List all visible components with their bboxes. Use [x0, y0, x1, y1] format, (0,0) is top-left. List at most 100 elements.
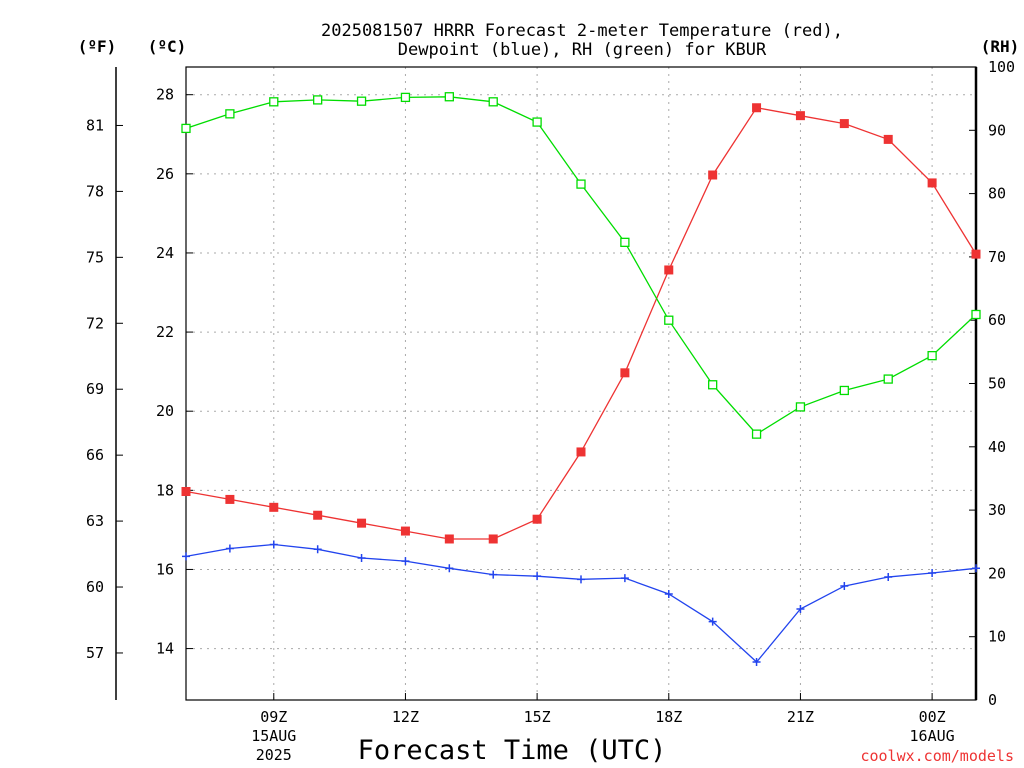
rh-point	[400, 92, 411, 103]
celsius-tick-label: 26	[156, 165, 174, 183]
dewpoint-point	[928, 569, 937, 578]
temperature-point	[576, 447, 586, 457]
temperature-point	[795, 111, 805, 121]
celsius-tick-label: 22	[156, 323, 174, 341]
celsius-tick-label: 24	[156, 244, 174, 262]
credit-link[interactable]: coolwx.com/models	[860, 747, 1014, 765]
x-tick-label: 15Z	[524, 708, 551, 726]
dewpoint-point	[445, 564, 454, 573]
temperature-point	[181, 487, 191, 497]
dewpoint-line	[185, 543, 977, 663]
rh-point	[225, 109, 235, 119]
celsius-tick-label: 16	[156, 560, 174, 578]
temperature-point	[971, 249, 981, 259]
fahrenheit-tick-label: 57	[86, 644, 104, 662]
dewpoint-point	[533, 572, 542, 581]
dewpoint-point	[708, 617, 717, 626]
rh-unit-label: (RH)	[981, 37, 1020, 56]
temperature-line	[185, 106, 977, 540]
dewpoint-point	[313, 545, 322, 554]
dewpoint-point	[182, 552, 190, 561]
temperature-point	[225, 494, 235, 504]
x-tick-date-label: 16AUG	[910, 727, 955, 745]
temperature-point	[313, 510, 323, 520]
fahrenheit-tick-label: 63	[86, 512, 104, 530]
x-tick-date-label: 15AUG	[251, 727, 296, 745]
dewpoint-point	[225, 544, 234, 553]
dewpoint-point	[796, 605, 805, 614]
x-tick-label: 12Z	[392, 708, 419, 726]
x-tick-label: 18Z	[655, 708, 682, 726]
rh-point	[751, 429, 762, 439]
rh-line	[185, 96, 977, 435]
plot-frame	[185, 66, 977, 701]
dewpoint-point	[972, 564, 980, 573]
fahrenheit-tick-label: 78	[86, 182, 104, 200]
rh-point	[620, 237, 630, 247]
dewpoint-point	[269, 540, 278, 549]
celsius-tick-label: 28	[156, 86, 174, 104]
x-tick-year-label: 2025	[256, 746, 292, 764]
chart-subtitle: Dewpoint (blue), RH (green) for KBUR	[398, 40, 767, 60]
x-tick-label: 21Z	[787, 708, 814, 726]
temperature-point	[357, 518, 367, 528]
rh-tick-label: 50	[988, 375, 1006, 393]
rh-point	[444, 92, 454, 102]
rh-point	[927, 350, 937, 361]
rh-tick-label: 20	[988, 564, 1006, 582]
rh-point	[708, 380, 718, 390]
x-tick-label: 00Z	[919, 708, 946, 726]
rh-point	[883, 374, 893, 384]
celsius-unit-label: (ºC)	[148, 37, 187, 56]
temperature-point	[752, 103, 762, 113]
rh-point	[488, 97, 498, 107]
fahrenheit-tick-label: 69	[86, 380, 104, 398]
temperature-point	[708, 170, 718, 180]
tick-labels: 57 60 63 66 69 72 75 78 81 14 16 18 20 22 24 26 28 0 10 20 3…	[86, 58, 1015, 764]
x-tick-label: 09Z	[260, 708, 287, 726]
fahrenheit-unit-label: (ºF)	[78, 37, 117, 56]
rh-point	[181, 123, 191, 134]
fahrenheit-tick-label: 66	[86, 446, 104, 464]
temperature-point	[883, 134, 893, 144]
temperature-point	[444, 534, 454, 544]
dewpoint-point	[840, 582, 849, 591]
celsius-tick-label: 18	[156, 481, 174, 499]
dewpoint-point	[577, 575, 585, 584]
fahrenheit-tick-label: 75	[86, 248, 104, 266]
axes	[115, 66, 978, 701]
celsius-tick-label: 14	[156, 640, 174, 658]
rh-tick-label: 40	[988, 438, 1006, 456]
temperature-point	[488, 534, 498, 544]
temperature-point	[532, 514, 542, 524]
rh-point	[664, 315, 674, 325]
dewpoint-point	[664, 589, 673, 598]
rh-tick-label: 30	[988, 501, 1006, 519]
fahrenheit-tick-label: 72	[86, 314, 104, 332]
rh-tick-label: 80	[988, 185, 1006, 203]
dewpoint-point	[752, 658, 761, 667]
temperature-point	[839, 119, 849, 129]
dewpoint-point	[489, 570, 498, 579]
rh-point	[356, 96, 367, 106]
rh-tick-label: 60	[988, 311, 1006, 329]
rh-tick-label: 90	[988, 121, 1006, 139]
rh-point	[269, 97, 279, 107]
rh-tick-label: 0	[988, 691, 997, 709]
dewpoint-point	[357, 553, 366, 562]
rh-point	[795, 402, 806, 412]
x-axis-title: Forecast Time (UTC)	[358, 735, 667, 766]
temperature-point	[400, 526, 410, 536]
temperature-point	[269, 502, 279, 512]
rh-tick-label: 10	[988, 628, 1006, 646]
dewpoint-point	[401, 557, 410, 566]
rh-point	[313, 95, 323, 105]
temperature-point	[620, 368, 630, 378]
temperature-point	[664, 265, 674, 275]
grid-lines	[186, 67, 976, 700]
rh-point	[839, 385, 849, 396]
rh-point	[971, 309, 981, 320]
rh-tick-label: 100	[988, 58, 1015, 76]
dewpoint-point	[620, 574, 629, 583]
